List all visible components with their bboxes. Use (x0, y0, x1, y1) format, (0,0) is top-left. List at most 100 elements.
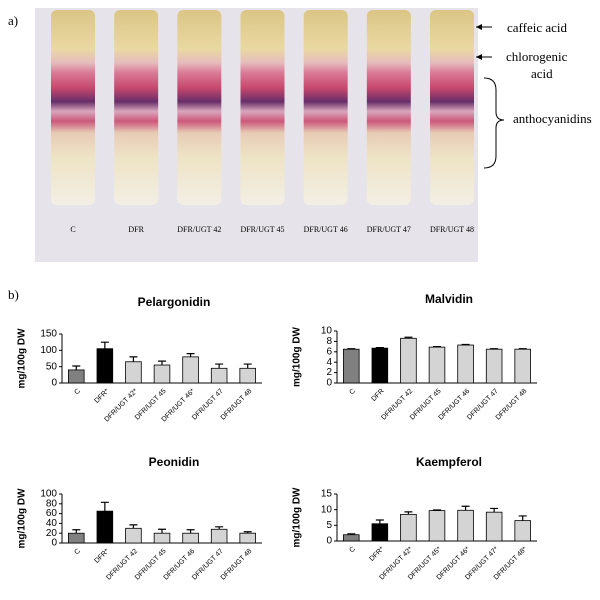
y-axis-label: mg/100g DW (17, 328, 28, 389)
x-tick-label: C (73, 548, 82, 557)
x-tick-label: C (348, 546, 357, 555)
error-bar (404, 511, 413, 515)
lane-label: DFR/UGT 48 (430, 225, 474, 234)
error-bar (375, 519, 384, 524)
arrowhead (476, 54, 482, 60)
lane-label: DFR/UGT 45 (240, 225, 284, 234)
error-bar (461, 505, 470, 511)
y-axis-label: mg/100g DW (292, 326, 303, 387)
bar (153, 364, 171, 384)
bar (125, 527, 142, 544)
bar (68, 532, 85, 544)
bar (514, 520, 531, 542)
error-bar (158, 528, 166, 534)
error-bar (186, 353, 195, 357)
error-bar (347, 533, 356, 535)
error-bar (518, 515, 527, 521)
lane-label: DFR/UGT 47 (367, 225, 411, 234)
error-bar (243, 363, 252, 369)
bar (239, 532, 256, 544)
y-tick-label: 6 (326, 346, 332, 357)
lane (51, 10, 95, 205)
chart-title: Malvidin (425, 292, 473, 306)
y-axis-label: mg/100g DW (292, 487, 303, 548)
error-bar (72, 529, 81, 534)
annotation: acid (531, 66, 553, 81)
bar (182, 532, 199, 544)
y-tick-label: 50 (46, 361, 58, 372)
error-bar (215, 363, 224, 369)
annotation: caffeic acid (507, 20, 568, 35)
bar (428, 346, 446, 384)
y-tick-label: 4 (326, 357, 332, 368)
bar (96, 510, 114, 544)
error-bar (129, 524, 138, 529)
lane (366, 10, 411, 205)
error-bar (433, 509, 441, 511)
bar (153, 532, 171, 544)
bar (343, 348, 360, 384)
y-tick-label: 5 (326, 520, 332, 531)
y-axis-label: mg/100g DW (17, 488, 28, 549)
error-bar (243, 531, 252, 534)
lane-label: DFR (128, 225, 144, 234)
error-bar (129, 356, 138, 362)
bar (371, 347, 389, 384)
lane (430, 10, 474, 205)
error-bar (490, 507, 499, 513)
chart-title: Kaempferol (416, 455, 482, 469)
bar (514, 348, 531, 384)
bar (210, 367, 228, 384)
lane (240, 10, 285, 205)
lane (177, 10, 222, 205)
lane-label: C (70, 225, 75, 234)
y-tick-label: 80 (46, 498, 58, 509)
chart-title: Peonidin (149, 455, 200, 469)
error-bar (72, 365, 81, 370)
y-tick-label: 100 (40, 489, 57, 500)
bar (457, 509, 474, 542)
y-tick-label: 10 (321, 504, 333, 515)
x-tick-label: C (348, 388, 357, 397)
bar (239, 367, 256, 384)
error-bar (461, 343, 470, 346)
bar (485, 348, 503, 384)
arrowhead (476, 24, 482, 30)
bar (457, 344, 474, 384)
lanes (51, 10, 474, 205)
bar (400, 513, 417, 542)
error-bar (375, 347, 384, 349)
brace (483, 77, 505, 169)
chart-title: Pelargonidin (138, 295, 211, 309)
error-bar (100, 341, 109, 349)
annotation: chlorogenic (506, 49, 568, 64)
error-bar (490, 348, 499, 350)
y-tick-label: 100 (40, 345, 57, 356)
y-tick-label: 60 (46, 508, 58, 519)
bar (210, 528, 228, 544)
y-tick-label: 10 (321, 326, 333, 337)
bar (182, 356, 199, 384)
y-tick-label: 0 (51, 378, 57, 389)
x-tick-label: C (73, 388, 82, 397)
y-tick-label: 0 (326, 378, 332, 389)
error-bar (186, 529, 195, 534)
panel-label: b) (8, 287, 19, 302)
x-tick-label: DFR (370, 388, 385, 403)
bar (428, 510, 446, 542)
y-tick-label: 2 (326, 367, 332, 378)
x-tick-label: DFR* (94, 548, 111, 565)
panel-label: a) (8, 13, 18, 28)
bar (400, 337, 417, 384)
y-tick-label: 15 (321, 489, 333, 500)
error-bar (158, 360, 166, 366)
bar (125, 361, 142, 384)
lane-label: DFR/UGT 42 (177, 225, 221, 234)
bar (68, 369, 85, 384)
bar (371, 523, 389, 542)
error-bar (518, 348, 527, 350)
bar (485, 511, 503, 542)
lane (303, 10, 348, 205)
y-tick-label: 8 (326, 336, 332, 347)
